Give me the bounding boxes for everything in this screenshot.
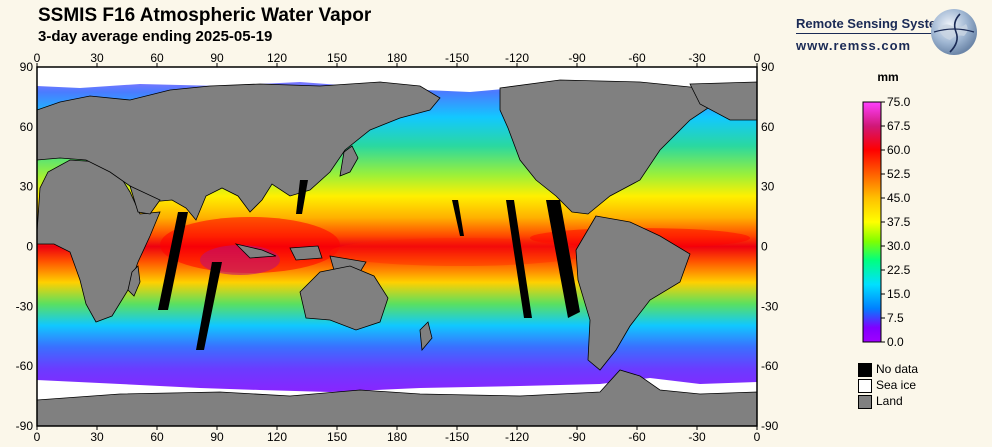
no-data-swaths [158,180,580,350]
y-tick-label: -30 [761,299,779,313]
x-tick-label: 0 [754,430,761,444]
x-tick-label: 180 [387,430,407,444]
colorbar [862,101,882,343]
x-tick-label: 0 [34,430,41,444]
colorbar-tick-label: 7.5 [887,311,904,325]
colorbar-tick-label: 30.0 [887,239,911,253]
y-tick-label: -60 [16,359,34,373]
brand-name[interactable]: Remote Sensing Systems [796,16,955,31]
x-tick-label: -60 [628,430,646,444]
legend-label: No data [876,362,919,376]
x-tick-label: 90 [210,51,224,65]
y-tick-label: 0 [761,240,768,254]
x-axis-top: 0 30 60 90 120 150 180 -150 -120 -90 -60 -30 0 [34,51,761,67]
colorbar-tick-label: 67.5 [887,119,911,133]
colorbar-unit: mm [877,70,898,84]
x-tick-label: 60 [150,51,164,65]
y-tick-label: 90 [20,60,34,74]
colorbar-tick-label: 37.5 [887,215,911,229]
y-tick-label: -90 [761,419,779,433]
x-tick-label: -30 [688,430,706,444]
brand-divider [796,33,956,34]
x-tick-label: 30 [90,430,104,444]
y-tick-label: 60 [20,120,34,134]
y-axis-left: 90 60 30 0 -30 -60 -90 [16,60,34,433]
x-tick-label: -120 [505,51,529,65]
map-field [37,67,757,426]
legend-label: Land [876,394,903,408]
x-tick-label: -150 [445,430,469,444]
x-tick-label: 150 [327,51,347,65]
globe-logo-icon [931,9,977,55]
colorbar-tick-label: 45.0 [887,191,911,205]
land [37,79,757,426]
y-tick-label: -90 [16,419,34,433]
colorbar-ticks: 75.0 67.5 60.0 52.5 45.0 37.5 30.0 22.5 15.0 7.5 0… [881,95,911,349]
x-tick-label: -60 [628,51,646,65]
y-tick-label: -60 [761,359,779,373]
colorbar-tick-label: 60.0 [887,143,911,157]
x-tick-label: 180 [387,51,407,65]
y-tick-label: 30 [761,180,775,194]
legend-label: Sea ice [876,378,917,392]
x-tick-label: 30 [90,51,104,65]
x-tick-label: 60 [150,430,164,444]
y-axis-right: 90 60 30 0 -30 -60 -90 [761,60,779,433]
y-tick-label: 0 [26,240,33,254]
legend-swatch [858,395,872,409]
map-subtitle: 3-day average ending 2025-05-19 [38,28,273,45]
y-tick-label: -30 [16,299,34,313]
x-tick-label: -150 [445,51,469,65]
x-tick-label: 120 [267,51,287,65]
colorbar-tick-label: 52.5 [887,167,911,181]
x-tick-label: 90 [210,430,224,444]
x-tick-label: -90 [568,430,586,444]
x-tick-label: 0 [34,51,41,65]
colorbar-tick-label: 0.0 [887,335,904,349]
x-tick-label: 0 [754,51,761,65]
x-tick-label: -120 [505,430,529,444]
y-tick-label: 60 [761,120,775,134]
colorbar-tick-label: 75.0 [887,95,911,109]
y-tick-label: 90 [761,60,775,74]
x-tick-label: 120 [267,430,287,444]
x-tick-label: -30 [688,51,706,65]
legend-swatch [858,379,872,393]
colorbar-tick-label: 15.0 [887,287,911,301]
x-tick-label: 150 [327,430,347,444]
x-axis-bottom: 0 30 60 90 120 150 180 -150 -120 -90 -60 -30 0 [34,426,761,444]
x-tick-label: -90 [568,51,586,65]
legend-swatch [858,363,872,377]
colorbar-tick-label: 22.5 [887,263,911,277]
brand-url[interactable]: www.remss.com [796,38,912,53]
map-title: SSMIS F16 Atmospheric Water Vapor [38,5,372,26]
y-tick-label: 30 [20,180,34,194]
